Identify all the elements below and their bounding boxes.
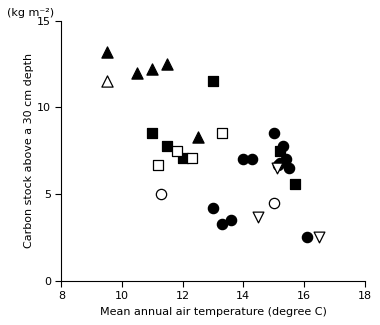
Point (165, 143, 171, 148)
Point (271, 131, 277, 136)
Point (271, 200, 277, 205)
Text: (kg m⁻²): (kg m⁻²) (7, 8, 54, 18)
Point (149, 67, 155, 72)
Point (286, 165, 292, 171)
Point (165, 61, 171, 67)
Point (304, 235, 310, 240)
X-axis label: Mean annual air temperature (degree C): Mean annual air temperature (degree C) (100, 307, 326, 317)
Point (274, 165, 280, 171)
Point (210, 79, 216, 84)
Point (316, 235, 322, 240)
Point (228, 217, 234, 223)
Point (249, 157, 255, 162)
Point (280, 143, 286, 148)
Point (283, 157, 289, 162)
Point (255, 214, 261, 219)
Point (277, 160, 283, 165)
Point (149, 131, 155, 136)
Point (210, 205, 216, 211)
Point (104, 79, 110, 84)
Point (195, 134, 201, 139)
Point (104, 49, 110, 55)
Point (189, 155, 195, 160)
Point (155, 162, 162, 167)
Point (219, 131, 225, 136)
Point (174, 148, 180, 153)
Point (292, 181, 298, 186)
Point (240, 157, 246, 162)
Point (275, 162, 281, 167)
Point (219, 221, 225, 226)
Point (158, 191, 165, 197)
Point (277, 148, 283, 153)
Point (134, 70, 140, 75)
Y-axis label: Carbon stock above a 30 cm depth: Carbon stock above a 30 cm depth (24, 53, 34, 248)
Point (180, 155, 186, 160)
